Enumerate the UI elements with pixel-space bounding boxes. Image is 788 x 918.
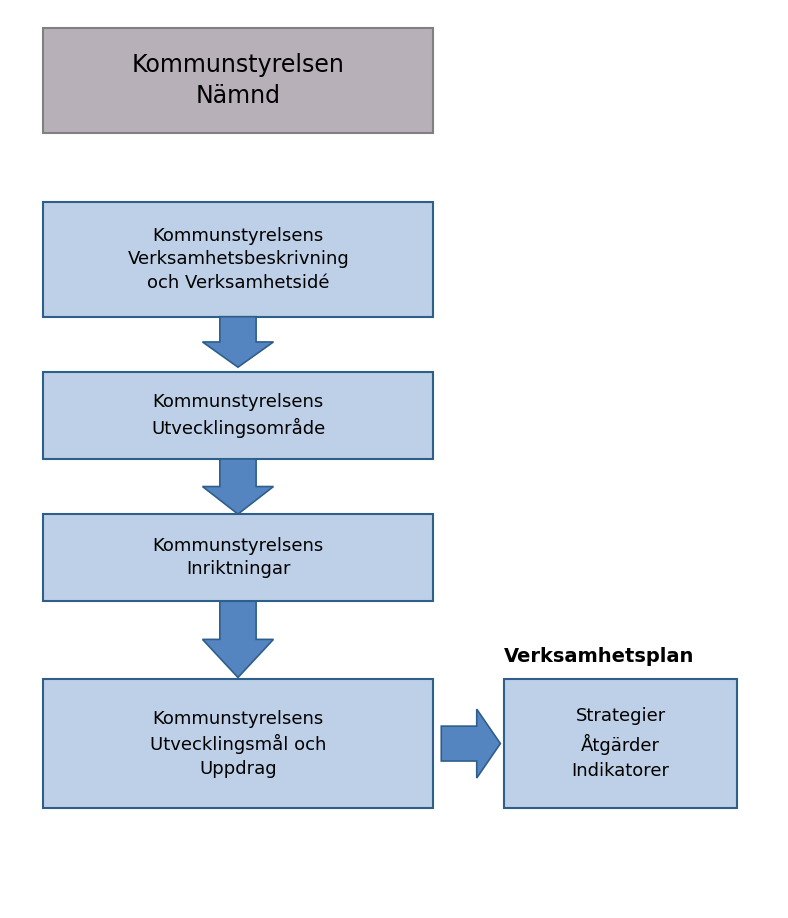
Text: Kommunstyrelsens
Verksamhetsbeskrivning
och Verksamhetsidé: Kommunstyrelsens Verksamhetsbeskrivning … <box>128 227 349 292</box>
Polygon shape <box>203 459 273 514</box>
FancyBboxPatch shape <box>43 679 433 808</box>
Text: Verksamhetsplan: Verksamhetsplan <box>504 647 695 666</box>
FancyBboxPatch shape <box>504 679 737 808</box>
Text: Kommunstyrelsens
Utvecklingsområde: Kommunstyrelsens Utvecklingsområde <box>151 393 325 438</box>
Text: Kommunstyrelsen
Nämnd: Kommunstyrelsen Nämnd <box>132 52 345 108</box>
Text: Kommunstyrelsens
Inriktningar: Kommunstyrelsens Inriktningar <box>153 537 324 578</box>
FancyBboxPatch shape <box>43 202 433 317</box>
FancyBboxPatch shape <box>43 28 433 133</box>
Text: Strategier
Åtgärder
Indikatorer: Strategier Åtgärder Indikatorer <box>571 707 670 780</box>
Polygon shape <box>203 601 273 677</box>
Polygon shape <box>441 709 500 778</box>
Text: Kommunstyrelsens
Utvecklingsmål och
Uppdrag: Kommunstyrelsens Utvecklingsmål och Uppd… <box>151 710 326 778</box>
FancyBboxPatch shape <box>43 514 433 601</box>
FancyBboxPatch shape <box>43 372 433 459</box>
Polygon shape <box>203 317 273 367</box>
